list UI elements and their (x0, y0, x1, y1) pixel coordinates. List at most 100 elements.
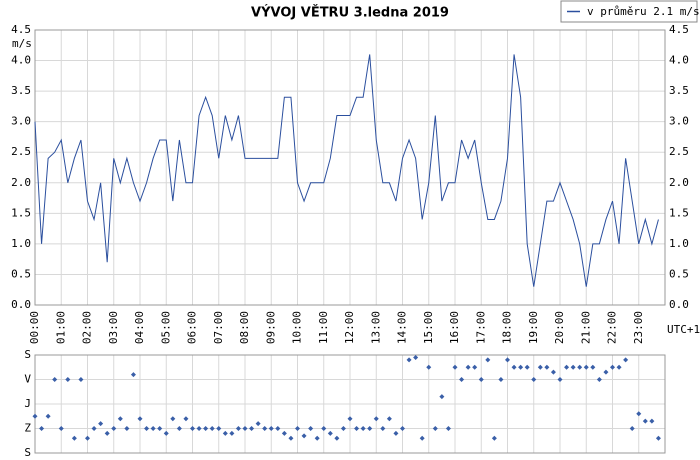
direction-point (459, 377, 465, 382)
direction-point (472, 364, 478, 370)
data-line (34, 54, 659, 287)
x-tick-label: 07:00 (212, 311, 225, 344)
direction-point (518, 364, 524, 370)
x-tick-label: 01:00 (54, 311, 67, 344)
direction-point (485, 357, 491, 363)
y-tick-label: S (24, 348, 31, 361)
direction-point (623, 357, 629, 363)
direction-point (216, 426, 222, 431)
direction-point (32, 413, 38, 419)
direction-point (157, 426, 163, 431)
x-tick-label: 05:00 (159, 311, 172, 344)
direction-point (52, 377, 58, 382)
direction-point (183, 416, 189, 422)
direction-point (616, 364, 622, 370)
direction-point (45, 413, 51, 419)
direction-point (380, 426, 386, 431)
plot-frame (34, 29, 666, 306)
x-tick-label: 21:00 (579, 311, 592, 344)
x-tick-label: 04:00 (133, 311, 146, 344)
direction-point (603, 369, 609, 375)
direction-point (176, 426, 182, 431)
direction-point (170, 416, 176, 422)
x-tick-label: 18:00 (501, 311, 514, 344)
direction-point (78, 377, 84, 382)
y-tick-label-right: 1.0 (669, 237, 689, 250)
legend: v průměru 2.1 m/s (560, 0, 700, 23)
y-tick-label: 0.5 (11, 267, 31, 280)
x-tick-label: 09:00 (264, 311, 277, 344)
y-tick-label: 3.0 (11, 115, 31, 128)
direction-point (104, 430, 110, 436)
direction-point (249, 426, 255, 431)
y-tick-label: 0.0 (11, 298, 31, 311)
direction-point (281, 430, 287, 436)
y-tick-label: 2.0 (11, 176, 31, 189)
direction-point (111, 426, 117, 431)
y-tick-label: 2.5 (11, 145, 31, 158)
direction-point (373, 416, 379, 422)
direction-point (91, 426, 97, 431)
direction-point (327, 430, 333, 436)
direction-point (98, 421, 104, 427)
direction-point (85, 435, 90, 441)
direction-point (222, 430, 228, 436)
y-tick-label-right: 4.0 (669, 54, 689, 67)
x-tick-label: 06:00 (186, 311, 199, 344)
y-tick-label-right: 3.0 (669, 115, 689, 128)
direction-point (262, 426, 268, 431)
direction-point (58, 426, 64, 431)
x-tick-label: 15:00 (422, 311, 435, 344)
x-tick-label: 10:00 (291, 311, 304, 344)
direction-point (229, 430, 235, 436)
y-tick-label: 4.0 (11, 54, 31, 67)
direction-point (321, 426, 327, 431)
x-tick-label: 02:00 (81, 311, 94, 344)
y-tick-label-right: 0.0 (669, 298, 689, 311)
direction-point (242, 426, 248, 431)
x-tick-label: 17:00 (474, 311, 487, 344)
y-axis-label: m/s (12, 37, 32, 50)
direction-point (334, 435, 340, 441)
direction-point (419, 435, 425, 441)
direction-point (314, 435, 320, 441)
y-tick-label: J (24, 397, 31, 410)
y-tick-label: S (24, 446, 31, 459)
direction-point (144, 426, 150, 431)
direction-point (413, 354, 419, 360)
direction-point (491, 435, 497, 441)
direction-point (255, 421, 261, 427)
direction-point (544, 364, 550, 370)
x-tick-label: 23:00 (632, 311, 645, 344)
direction-point (39, 426, 45, 431)
direction-point (432, 426, 438, 431)
y-tick-label: Z (24, 422, 31, 435)
direction-point (400, 426, 405, 431)
direction-point (531, 377, 537, 382)
direction-point (117, 416, 123, 422)
y-tick-label: 3.5 (11, 84, 31, 97)
direction-point (150, 426, 156, 431)
direction-point (636, 411, 642, 417)
direction-point (590, 364, 596, 370)
direction-point (550, 369, 556, 375)
x-tick-label: 12:00 (343, 311, 356, 344)
direction-point (393, 430, 399, 436)
direction-point (196, 426, 202, 431)
direction-point (340, 426, 346, 431)
direction-point (190, 426, 195, 431)
x-tick-label: 03:00 (107, 311, 120, 344)
direction-point (445, 426, 451, 431)
legend-box (560, 0, 698, 23)
y-tick-label-right: 2.5 (669, 145, 689, 158)
direction-point (564, 364, 570, 370)
direction-point (537, 364, 543, 370)
y-tick-label-right: 2.0 (669, 176, 689, 189)
direction-point (511, 364, 517, 370)
direction-point (163, 430, 169, 436)
chart-title: VÝVOJ VĚTRU 3.ledna 2019 (251, 5, 449, 21)
legend-label: v průměru 2.1 m/s (587, 5, 700, 18)
direction-point (288, 435, 294, 441)
